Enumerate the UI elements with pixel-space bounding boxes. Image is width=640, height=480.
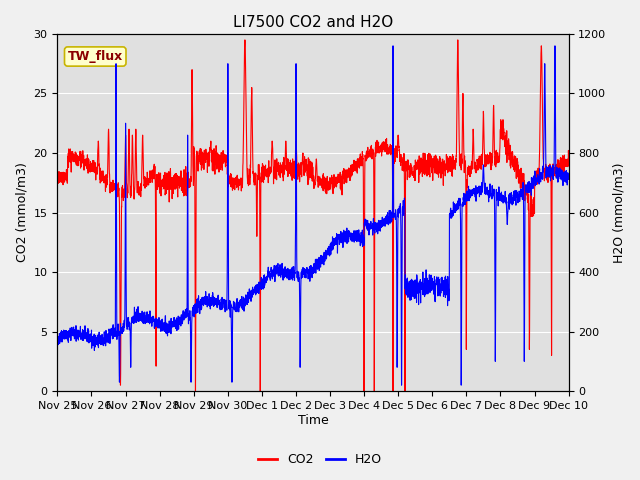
Text: TW_flux: TW_flux [68,50,123,63]
CO2 [241,37,249,43]
CO2 [112,185,120,191]
CO2 [250,179,258,185]
CO2 [564,154,572,160]
H2O [500,193,508,199]
H2O [555,172,563,178]
Line: H2O: H2O [58,46,568,385]
H2O [389,43,397,49]
H2O [564,172,572,178]
CO2 [555,164,563,170]
Title: LI7500 CO2 and H2O: LI7500 CO2 and H2O [233,15,393,30]
H2O [112,192,120,197]
Y-axis label: H2O (mmol/m3): H2O (mmol/m3) [612,162,625,263]
CO2 [272,169,280,175]
CO2 [142,176,150,182]
X-axis label: Time: Time [298,414,328,427]
H2O [272,266,280,272]
Line: CO2: CO2 [58,40,568,391]
CO2 [191,388,199,394]
H2O [397,382,405,388]
Legend: CO2, H2O: CO2, H2O [253,448,387,471]
CO2 [54,175,61,180]
H2O [54,338,61,344]
Y-axis label: CO2 (mmol/m3): CO2 (mmol/m3) [15,163,28,263]
H2O [142,317,150,323]
H2O [250,287,257,293]
CO2 [500,130,508,136]
